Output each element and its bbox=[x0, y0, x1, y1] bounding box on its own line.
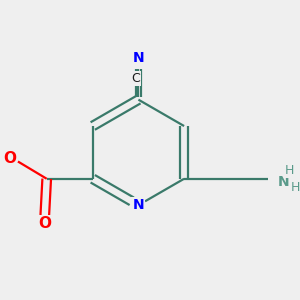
Text: O: O bbox=[38, 216, 51, 231]
Text: H: H bbox=[291, 181, 300, 194]
Text: C: C bbox=[131, 72, 140, 85]
Text: N: N bbox=[133, 51, 144, 65]
Text: H: H bbox=[285, 164, 294, 177]
Text: N: N bbox=[133, 198, 144, 212]
Text: O: O bbox=[3, 151, 16, 166]
Text: N: N bbox=[278, 175, 290, 189]
